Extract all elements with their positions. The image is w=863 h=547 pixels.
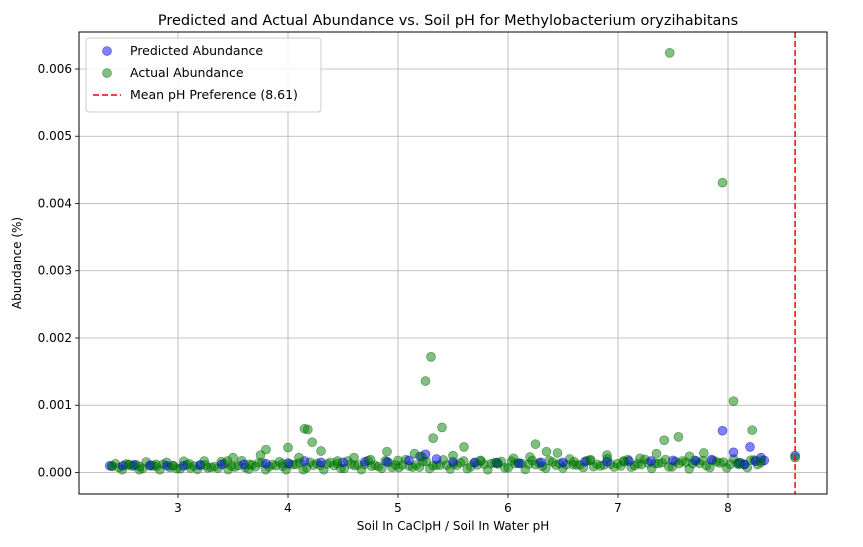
- actual-point: [244, 459, 255, 470]
- actual-point: [107, 460, 117, 471]
- actual-point: [167, 460, 178, 471]
- x-axis: 3 4 5 6 7 8: [174, 494, 732, 515]
- predicted-point: [382, 456, 392, 467]
- actual-point: [717, 177, 728, 188]
- predicted-point: [706, 454, 717, 465]
- predicted-point: [646, 456, 656, 466]
- actual-point: [756, 455, 766, 466]
- y-tick-label: 0.002: [38, 331, 72, 345]
- actual-point: [659, 435, 670, 446]
- y-axis: 0.000 0.001 0.002 0.003 0.004 0.005 0.006: [38, 62, 79, 479]
- actual-point: [417, 452, 428, 462]
- gridlines: [79, 32, 827, 494]
- predicted-point: [316, 457, 326, 468]
- actual-point: [426, 352, 436, 362]
- actual-point: [228, 452, 238, 463]
- legend-marker: [102, 68, 112, 78]
- actual-point: [184, 458, 194, 469]
- actual-point: [525, 452, 535, 462]
- actual-point: [428, 433, 439, 443]
- y-tick-label: 0.005: [38, 129, 72, 143]
- actual-point: [475, 455, 486, 466]
- actual-point: [437, 422, 447, 433]
- actual-point: [747, 425, 758, 435]
- legend-entry: Mean pH Preference (8.61): [130, 87, 298, 102]
- actual-point: [382, 446, 392, 457]
- y-tick-label: 0.003: [38, 264, 72, 278]
- predicted-point: [668, 455, 678, 466]
- x-tick-label: 4: [284, 501, 292, 515]
- actual-point: [448, 450, 458, 461]
- x-tick-label: 8: [724, 501, 732, 515]
- x-axis-label: Soil In CaClpH / Soil In Water pH: [357, 519, 550, 533]
- actual-point: [294, 452, 304, 463]
- actual-point: [684, 451, 695, 462]
- actual-point: [541, 446, 552, 457]
- actual-point: [728, 396, 739, 406]
- actual-point: [569, 456, 579, 467]
- actual-point: [123, 460, 134, 470]
- actual-point: [618, 456, 629, 466]
- y-tick-label: 0.006: [38, 62, 72, 76]
- legend: Predicted Abundance Actual Abundance Mean …: [85, 37, 322, 113]
- actual-point: [530, 439, 541, 450]
- predicted-point: [745, 442, 755, 452]
- actual-point: [585, 454, 596, 465]
- actual-point: [602, 450, 612, 460]
- actual-point: [508, 453, 519, 464]
- x-tick-label: 3: [174, 501, 182, 515]
- actual-point: [277, 458, 288, 469]
- actual-point: [635, 453, 645, 464]
- predicted-point: [728, 447, 739, 458]
- predicted-point: [717, 425, 728, 436]
- actual-point: [151, 459, 161, 470]
- actual-point: [134, 461, 145, 472]
- actual-point: [552, 448, 563, 458]
- x-tick-label: 6: [504, 501, 512, 515]
- actual-point: [261, 444, 271, 455]
- actual-point: [492, 457, 502, 468]
- actual-point: [307, 437, 318, 448]
- chart-title: Predicted and Actual Abundance vs. Soil …: [158, 13, 738, 29]
- actual-point: [734, 459, 744, 470]
- actual-point: [698, 448, 709, 458]
- actual-point: [393, 455, 403, 466]
- predicted-point: [536, 457, 546, 468]
- predicted-point: [431, 454, 442, 464]
- predicted-point: [558, 457, 568, 468]
- y-tick-label: 0.004: [38, 196, 72, 210]
- actual-point: [651, 448, 662, 459]
- x-tick-label: 7: [614, 501, 622, 515]
- y-axis-label: Abundance (%): [10, 217, 24, 309]
- actual-point: [200, 460, 211, 470]
- legend-marker: [102, 46, 112, 56]
- plot-frame: [78, 31, 828, 495]
- x-tick-label: 5: [394, 501, 402, 515]
- legend-box: [85, 37, 322, 113]
- data-points: [105, 48, 800, 472]
- predicted-point: [261, 458, 271, 469]
- actual-point: [664, 48, 675, 58]
- actual-point: [420, 376, 431, 386]
- actual-point: [302, 424, 313, 435]
- actual-point: [316, 446, 326, 456]
- actual-point: [673, 432, 684, 442]
- predicted-point: [404, 455, 414, 466]
- actual-point: [459, 442, 469, 452]
- legend-entry: Predicted Abundance: [130, 43, 263, 58]
- actual-point: [283, 442, 293, 453]
- legend-entry: Actual Abundance: [130, 65, 244, 80]
- actual-point: [365, 454, 376, 465]
- y-tick-label: 0.001: [38, 398, 72, 412]
- actual-point: [332, 456, 343, 466]
- y-tick-label: 0.000: [38, 465, 72, 479]
- actual-point: [349, 452, 359, 463]
